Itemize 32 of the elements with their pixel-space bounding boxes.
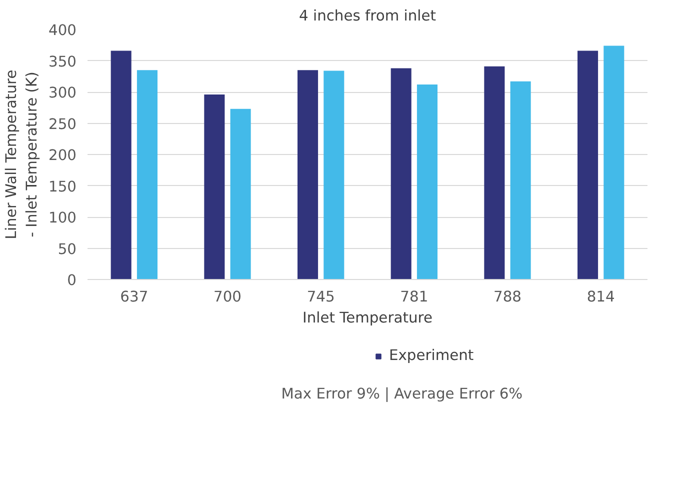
bar (416, 84, 438, 280)
y-axis-title: Liner Wall Temperature - Inlet Temperature (K) (3, 70, 41, 240)
x-tick-label: 745 (306, 288, 335, 306)
y-tick-label: 350 (48, 53, 77, 70)
y-tick-label: 0 (67, 272, 77, 289)
y-tick-label: 50 (58, 240, 77, 258)
bar (230, 108, 251, 280)
legend-label: Experiment (389, 347, 474, 364)
y-tick-label: 200 (48, 147, 77, 164)
bar (604, 46, 624, 280)
x-axis-title: Inlet Temperature (302, 310, 432, 326)
bar (390, 68, 412, 280)
bar (136, 70, 158, 280)
x-tick-label: 637 (120, 288, 148, 306)
x-tick-label: 788 (494, 288, 522, 306)
y-tick-label: 150 (48, 178, 77, 196)
chart-title: 4 inches from inlet (299, 8, 436, 24)
x-tick-label: 700 (214, 288, 242, 306)
bar (324, 70, 344, 280)
bar (204, 94, 225, 280)
bar (510, 81, 531, 280)
y-tick-label: 100 (48, 210, 77, 226)
bar (110, 50, 132, 280)
y-tick-label: 250 (48, 116, 77, 133)
bar (298, 70, 318, 280)
y-tick-label: 300 (48, 84, 77, 102)
x-tick-label: 781 (400, 288, 428, 306)
bar (484, 66, 505, 280)
bar (578, 50, 598, 280)
y-tick-label: 400 (48, 22, 77, 39)
x-tick-label: 814 (586, 288, 615, 306)
text: Max Error 9% | Average Error 6% (281, 386, 523, 402)
